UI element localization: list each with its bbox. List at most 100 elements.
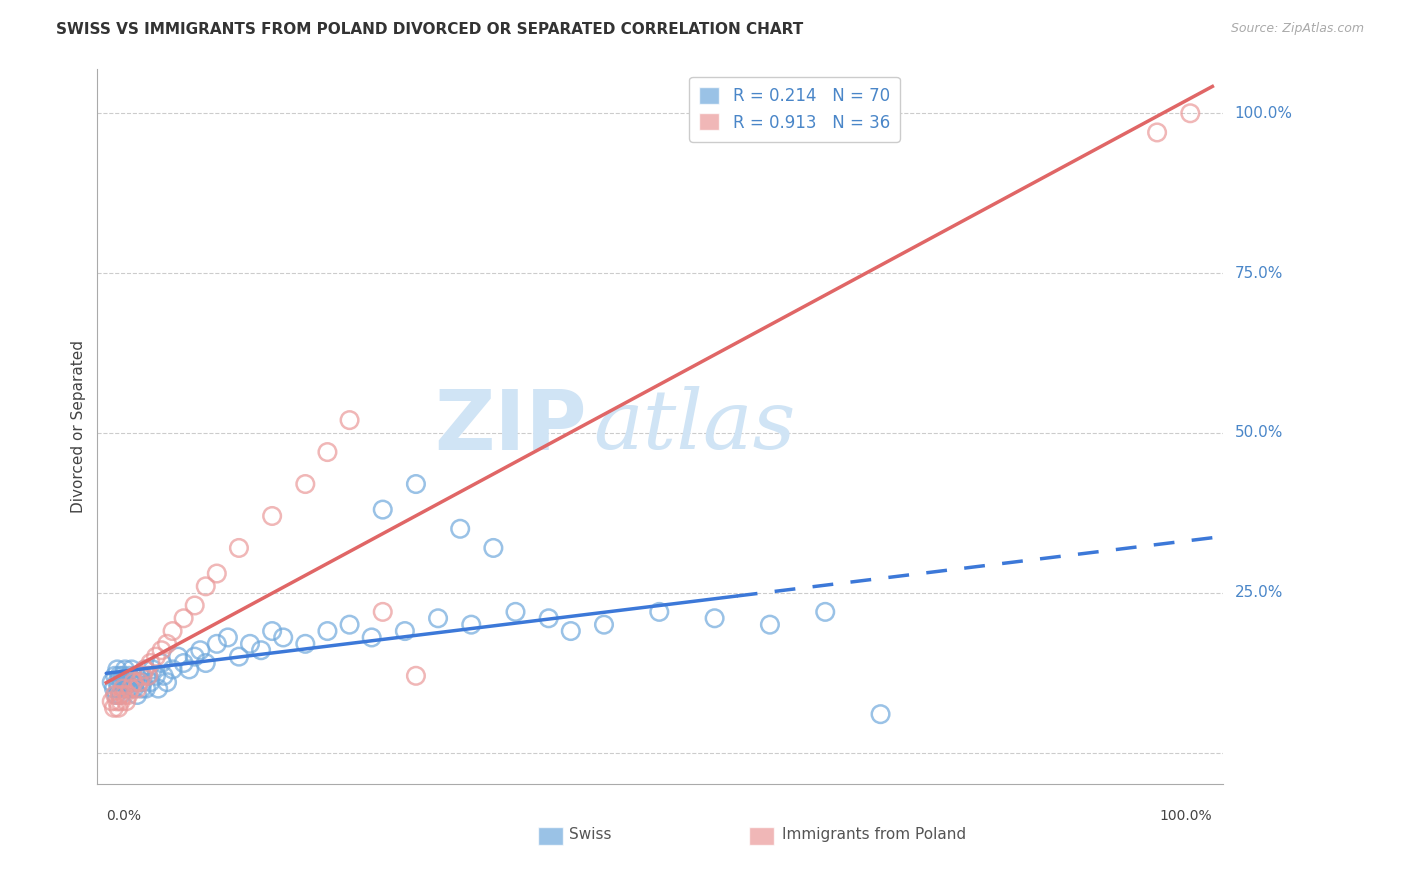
Point — [188, 643, 211, 657]
Point — [120, 675, 142, 690]
Point — [142, 662, 165, 676]
Point — [339, 617, 361, 632]
Point — [103, 681, 125, 696]
Point — [537, 611, 560, 625]
Point — [217, 631, 239, 645]
Point — [560, 624, 582, 638]
Point — [145, 669, 167, 683]
Point — [703, 611, 725, 625]
Point — [105, 694, 128, 708]
Point — [405, 477, 427, 491]
Point — [250, 643, 273, 657]
Point — [814, 605, 837, 619]
Point — [194, 656, 217, 670]
Point — [294, 637, 316, 651]
Point — [128, 675, 150, 690]
Point — [593, 617, 616, 632]
Point — [105, 675, 128, 690]
Point — [460, 617, 482, 632]
Point — [173, 611, 195, 625]
Point — [131, 681, 153, 696]
Point — [156, 637, 179, 651]
Point — [127, 681, 149, 696]
Point — [125, 669, 148, 683]
Point — [115, 675, 138, 690]
Point — [100, 675, 122, 690]
Point — [111, 669, 134, 683]
Point — [111, 675, 134, 690]
Point — [228, 541, 250, 555]
Point — [162, 624, 184, 638]
Point — [869, 707, 891, 722]
Point — [136, 669, 159, 683]
Point — [112, 688, 135, 702]
Point — [183, 649, 205, 664]
Point — [150, 656, 173, 670]
Text: SWISS VS IMMIGRANTS FROM POLAND DIVORCED OR SEPARATED CORRELATION CHART: SWISS VS IMMIGRANTS FROM POLAND DIVORCED… — [56, 22, 803, 37]
Point — [122, 681, 145, 696]
Point — [129, 669, 152, 683]
Point — [117, 681, 139, 696]
Point — [110, 688, 132, 702]
Point — [104, 688, 127, 702]
Text: Swiss: Swiss — [568, 828, 612, 842]
Point — [103, 700, 125, 714]
Point — [262, 508, 284, 523]
Point — [759, 617, 782, 632]
Point — [194, 579, 217, 593]
Text: ZIP: ZIP — [434, 386, 588, 467]
Point — [105, 662, 128, 676]
Text: 100.0%: 100.0% — [1234, 106, 1292, 120]
Text: Source: ZipAtlas.com: Source: ZipAtlas.com — [1230, 22, 1364, 36]
Point — [394, 624, 416, 638]
Text: 100.0%: 100.0% — [1160, 809, 1212, 823]
Point — [148, 681, 170, 696]
Point — [112, 681, 135, 696]
Point — [405, 669, 427, 683]
Point — [105, 688, 128, 702]
Point — [316, 445, 339, 459]
Point — [360, 631, 382, 645]
Point — [152, 669, 174, 683]
Point — [111, 681, 134, 696]
Point — [108, 688, 131, 702]
Point — [139, 656, 162, 670]
Point — [505, 605, 527, 619]
Text: 75.0%: 75.0% — [1234, 266, 1282, 281]
Point — [145, 649, 167, 664]
Point — [128, 675, 150, 690]
Point — [173, 656, 195, 670]
Point — [156, 675, 179, 690]
Point — [294, 477, 316, 491]
Point — [228, 649, 250, 664]
Point — [648, 605, 671, 619]
Point — [110, 694, 132, 708]
Point — [1146, 125, 1168, 139]
Text: 25.0%: 25.0% — [1234, 585, 1282, 600]
Text: 0.0%: 0.0% — [107, 809, 141, 823]
Point — [262, 624, 284, 638]
Point — [482, 541, 505, 555]
Point — [139, 675, 162, 690]
Point — [104, 669, 127, 683]
Point — [117, 688, 139, 702]
Point — [339, 413, 361, 427]
Text: 50.0%: 50.0% — [1234, 425, 1282, 441]
Point — [134, 662, 156, 676]
Point — [205, 566, 228, 581]
Point — [239, 637, 262, 651]
Point — [131, 669, 153, 683]
Point — [118, 669, 141, 683]
Point — [124, 675, 146, 690]
Point — [179, 662, 201, 676]
Point — [114, 662, 136, 676]
Point — [120, 681, 142, 696]
Point — [449, 522, 471, 536]
Point — [183, 599, 205, 613]
Point — [371, 605, 394, 619]
Point — [167, 649, 190, 664]
Point — [135, 681, 157, 696]
Point — [205, 637, 228, 651]
Y-axis label: Divorced or Separated: Divorced or Separated — [72, 340, 86, 513]
Text: atlas: atlas — [593, 386, 796, 467]
